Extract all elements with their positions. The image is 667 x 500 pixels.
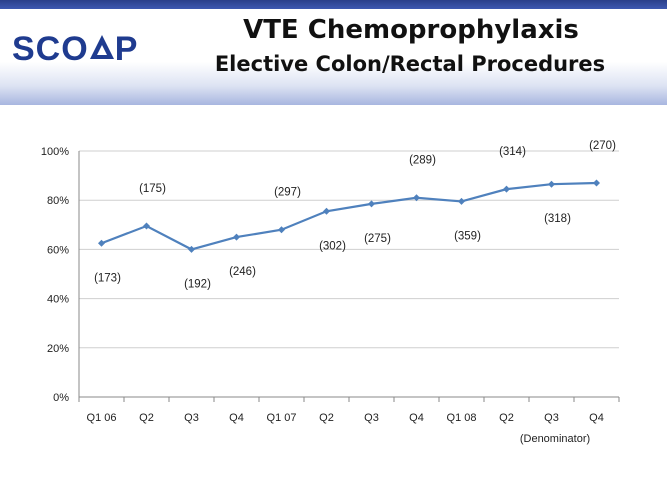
- data-point: [233, 233, 240, 241]
- x-tick-label: Q1 08: [447, 412, 477, 424]
- data-label: (246): [229, 266, 256, 278]
- data-point: [458, 197, 465, 205]
- data-label: (270): [589, 140, 616, 152]
- logo-text-end: P: [114, 30, 139, 68]
- data-point: [143, 222, 150, 230]
- data-point: [323, 207, 330, 215]
- data-point: [503, 185, 510, 193]
- x-tick-label: Q2: [499, 412, 514, 424]
- data-point: [278, 226, 285, 234]
- data-label: (314): [499, 146, 526, 158]
- chart-annotation: (Denominator): [520, 433, 590, 445]
- data-label: (318): [544, 213, 571, 225]
- data-point: [188, 245, 195, 253]
- x-tick-label: Q4: [409, 412, 424, 424]
- data-label: (275): [364, 233, 391, 245]
- top-accent-bar: [0, 0, 667, 9]
- x-tick-label: Q4: [229, 412, 244, 424]
- x-tick-label: Q3: [364, 412, 379, 424]
- x-tick-label: Q2: [319, 412, 334, 424]
- data-point: [368, 200, 375, 208]
- data-label: (192): [184, 278, 211, 290]
- logo-text-start: SCO: [12, 30, 89, 68]
- x-tick-label: Q3: [184, 412, 199, 424]
- data-label: (173): [94, 272, 121, 284]
- x-tick-label: Q1 06: [87, 412, 117, 424]
- data-point: [98, 239, 105, 247]
- data-point: [413, 194, 420, 202]
- x-tick-label: Q3: [544, 412, 559, 424]
- y-tick-label: 80%: [47, 195, 69, 207]
- y-tick-label: 0%: [53, 392, 69, 404]
- y-tick-label: 40%: [47, 294, 69, 306]
- x-tick-label: Q2: [139, 412, 154, 424]
- page-title: VTE Chemoprophylaxis: [243, 15, 579, 45]
- y-tick-label: 60%: [47, 244, 69, 256]
- page-subtitle: Elective Colon/Rectal Procedures: [214, 52, 606, 76]
- y-tick-label: 100%: [41, 146, 69, 158]
- data-label: (302): [319, 240, 346, 252]
- data-point: [593, 179, 600, 187]
- scoap-logo: SCO P: [12, 30, 138, 69]
- data-label: (359): [454, 230, 481, 242]
- x-tick-label: Q4: [589, 412, 604, 424]
- x-tick-label: Q1 07: [267, 412, 297, 424]
- logo-triangle-icon: [89, 35, 114, 59]
- y-tick-label: 20%: [47, 343, 69, 355]
- data-label: (175): [139, 183, 166, 195]
- data-label: (297): [274, 187, 301, 199]
- data-label: (289): [409, 155, 436, 167]
- series-line: [101, 181, 597, 251]
- data-point: [548, 180, 555, 188]
